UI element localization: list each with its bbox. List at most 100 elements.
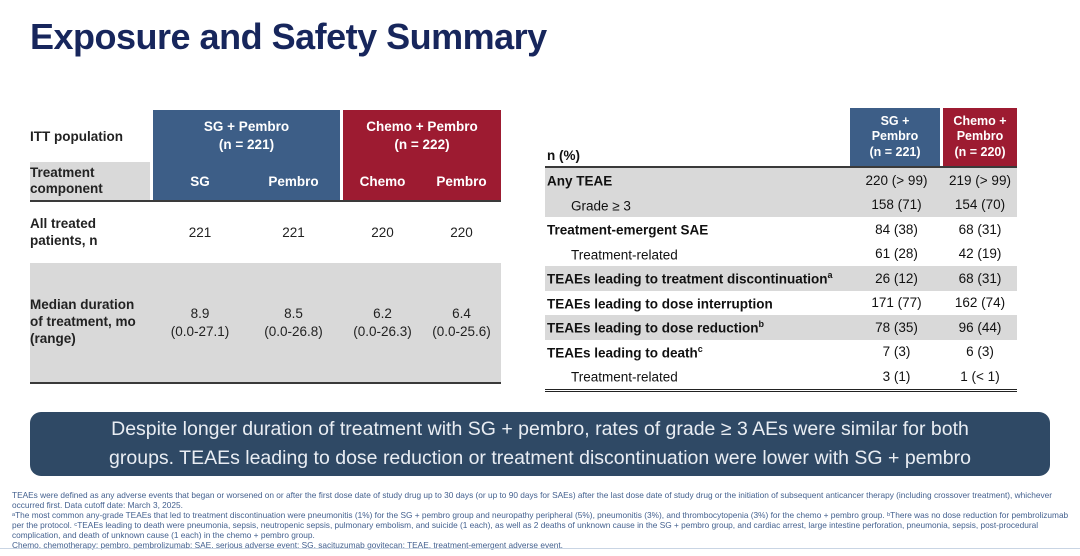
row-label: TEAEs leading to treatment discontinuati…	[545, 270, 850, 287]
row-label-text: Treatment-related	[571, 369, 678, 385]
row-label: Grade ≥ 3	[545, 197, 850, 213]
row-value: 84 (38)	[875, 221, 918, 237]
row-label: All treated patients, n	[30, 215, 98, 248]
row-value: 8.9 (0.0-27.1)	[153, 305, 247, 340]
row-label-superscript: a	[827, 270, 833, 280]
group-header-chemo-pembro: Chemo + Pembro (n = 222) Chemo Pembro	[343, 110, 501, 200]
group-name: SG + Pembro	[203, 119, 290, 135]
row-label-text: Treatment-emergent SAE	[547, 222, 709, 238]
row-value: 61 (28)	[875, 246, 918, 262]
row-value: 171 (77)	[871, 295, 922, 311]
summary-banner-text: Despite longer duration of treatment wit…	[109, 417, 971, 469]
row-value: 6.2 (0.0-26.3)	[343, 305, 422, 340]
row-label-superscript: b	[758, 319, 765, 329]
table-row: Treatment-related 61 (28) 42 (19)	[545, 242, 1017, 267]
row-value: 220	[450, 224, 473, 240]
median-value: 8.9	[190, 305, 210, 321]
row-value: 68 (31)	[958, 270, 1002, 286]
row-label-text: Grade ≥ 3	[571, 198, 631, 213]
row-value: 220	[371, 224, 394, 240]
row-value: 3 (1)	[882, 368, 911, 384]
table-row: Grade ≥ 3 158 (71) 154 (70)	[545, 192, 1017, 217]
column-n: (n = 221)	[869, 144, 921, 159]
group-name: Chemo + Pembro	[366, 119, 478, 135]
footnotes: TEAEs were defined as any adverse events…	[12, 490, 1070, 551]
table-row: TEAEs leading to dose interruption 171 (…	[545, 291, 1017, 316]
row-value: 26 (12)	[875, 270, 918, 286]
exposure-table: ITT population Treatment component SG + …	[30, 110, 501, 384]
footnote-superscripts: ᵃThe most common any-grade TEAEs that le…	[12, 509, 1069, 540]
subcolumn-pembro: Pembro	[268, 173, 319, 189]
footnote-definition: TEAEs were defined as any adverse events…	[12, 490, 1052, 510]
exposure-header-left: ITT population Treatment component	[30, 110, 150, 200]
row-label: TEAEs leading to dose reductionb	[545, 319, 850, 336]
table-row: TEAEs leading to deathc 7 (3) 6 (3)	[545, 340, 1017, 365]
row-value: 78 (35)	[875, 319, 918, 335]
row-value: 7 (3)	[882, 344, 911, 360]
row-label: TEAEs leading to dose interruption	[545, 295, 850, 311]
row-value: 219 (> 99)	[949, 172, 1011, 188]
row-value: 68 (31)	[958, 221, 1002, 237]
row-label-text: TEAEs leading to treatment discontinuati…	[547, 271, 828, 287]
group-subcolumns: SG Pembro	[153, 162, 340, 200]
row-value: 221	[188, 224, 212, 240]
table-row: Any TEAE 220 (> 99) 219 (> 99)	[545, 168, 1017, 193]
row-label: Treatment-emergent SAE	[545, 221, 850, 238]
row-label: Treatment-related	[545, 368, 850, 385]
range-value: (0.0-26.3)	[353, 323, 412, 339]
group-header-sg-pembro-title: SG + Pembro (n = 221)	[153, 110, 340, 162]
median-value: 8.5	[284, 305, 303, 321]
itt-population-label: ITT population	[30, 128, 123, 144]
row-label-superscript: c	[697, 343, 703, 354]
column-name-line: Chemo +	[953, 113, 1007, 128]
table-row: TEAEs leading to dose reductionb 78 (35)…	[545, 315, 1017, 340]
row-value: 220 (> 99)	[865, 172, 928, 188]
column-header-sg-pembro: SG + Pembro (n = 221)	[850, 108, 940, 166]
group-subcolumns: Chemo Pembro	[343, 162, 501, 200]
row-label-text: Treatment-related	[571, 247, 678, 262]
row-label: Median duration of treatment, mo (range)	[30, 297, 136, 346]
row-value: 6.4 (0.0-25.6)	[422, 305, 501, 340]
group-n: (n = 221)	[218, 137, 275, 152]
subcolumn-chemo: Chemo	[359, 173, 406, 189]
row-label: Any TEAE	[545, 172, 850, 189]
column-name-line: Pembro	[871, 129, 919, 144]
n-percent-label: n (%)	[547, 148, 580, 163]
header-rule	[30, 200, 501, 202]
table-row: Treatment-related 3 (1) 1 (< 1)	[545, 364, 1017, 389]
row-value: 8.5 (0.0-26.8)	[247, 305, 340, 340]
row-value: 6 (3)	[966, 344, 994, 360]
row-label-text: Any TEAE	[547, 173, 613, 189]
median-value: 6.2	[373, 305, 392, 321]
table-row: All treated patients, n 221 221 220 220	[30, 202, 501, 263]
range-value: (0.0-26.8)	[264, 323, 323, 339]
median-value: 6.4	[452, 305, 471, 321]
range-value: (0.0-27.1)	[170, 323, 230, 339]
group-header-sg-pembro: SG + Pembro (n = 221) SG Pembro	[153, 110, 340, 200]
table-row: Treatment-emergent SAE 84 (38) 68 (31)	[545, 217, 1017, 242]
safety-table: n (%) SG + Pembro (n = 221) Chemo + Pemb…	[545, 108, 1017, 392]
exposure-table-header: ITT population Treatment component SG + …	[30, 110, 501, 200]
safety-table-body: Any TEAE 220 (> 99) 219 (> 99) Grade ≥ 3…	[545, 168, 1017, 392]
safety-table-header: n (%) SG + Pembro (n = 221) Chemo + Pemb…	[545, 108, 1017, 166]
table-row: Median duration of treatment, mo (range)…	[30, 263, 501, 384]
column-n: (n = 220)	[954, 144, 1006, 159]
row-value: 221	[282, 224, 305, 240]
range-value: (0.0-25.6)	[432, 323, 491, 339]
row-label-text: TEAEs leading to dose interruption	[547, 296, 773, 311]
column-name-line: Pembro	[956, 129, 1004, 144]
row-value: 1 (< 1)	[960, 368, 1000, 384]
column-header-chemo-pembro: Chemo + Pembro (n = 220)	[943, 108, 1017, 166]
subcolumn-sg: SG	[190, 173, 210, 189]
summary-banner: Despite longer duration of treatment wit…	[30, 412, 1050, 476]
group-header-chemo-pembro-title: Chemo + Pembro (n = 222)	[343, 110, 501, 162]
group-n: (n = 222)	[394, 137, 450, 152]
row-value: 162 (74)	[954, 295, 1006, 311]
row-label-text: TEAEs leading to death	[547, 345, 698, 360]
subcolumn-pembro: Pembro	[436, 173, 487, 189]
row-value: 158 (71)	[871, 197, 922, 213]
header-rule	[545, 166, 1017, 168]
row-value: 96 (44)	[958, 319, 1002, 335]
row-value: 154 (70)	[954, 197, 1006, 213]
